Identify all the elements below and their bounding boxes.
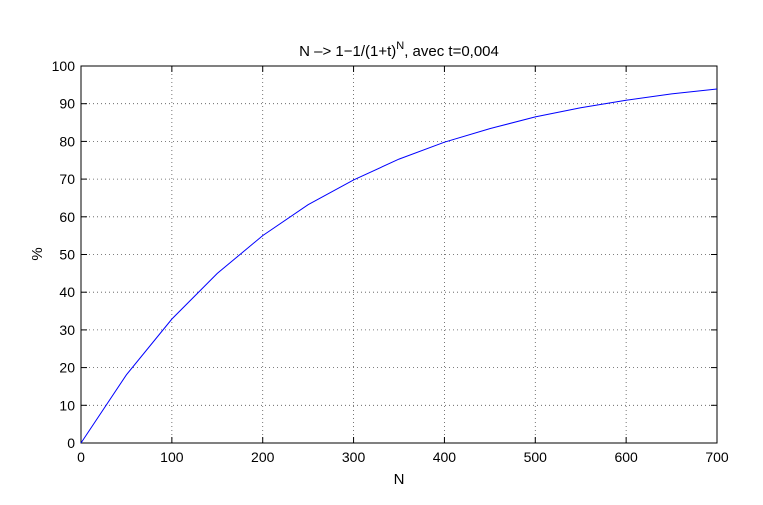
x-tick-label: 200 — [251, 449, 275, 465]
x-tick-label: 700 — [705, 449, 729, 465]
x-tick-label: 500 — [524, 449, 548, 465]
x-tick-label: 0 — [77, 449, 85, 465]
x-tick-labels: 0 100 200 300 400 500 600 700 — [77, 449, 729, 465]
chart-title: N –> 1−1/(1+t)N, avec t=0,004 — [299, 40, 499, 60]
x-tick-label: 400 — [433, 449, 457, 465]
series-layer — [80, 88, 718, 444]
grid — [81, 66, 717, 443]
x-axis-label: N — [394, 471, 405, 488]
y-tick-label: 60 — [59, 209, 75, 225]
y-tick-label: 100 — [52, 58, 76, 74]
y-tick-label: 80 — [59, 133, 75, 149]
y-tick-label: 90 — [59, 96, 75, 112]
y-tick-label: 0 — [67, 435, 75, 451]
y-tick-label: 40 — [59, 284, 75, 300]
y-axis-label: % — [29, 247, 46, 260]
tick-marks — [80, 65, 718, 444]
chart-title-main: N –> 1−1/(1+t) — [299, 43, 396, 60]
y-tick-labels: 0 10 20 30 40 50 60 70 80 90 100 — [52, 58, 76, 451]
y-tick-label: 50 — [59, 247, 75, 263]
x-tick-label: 100 — [160, 449, 184, 465]
series-line — [80, 88, 718, 444]
chart-title-suffix: , avec t=0,004 — [404, 43, 499, 60]
x-tick-label: 300 — [342, 449, 366, 465]
y-tick-label: 30 — [59, 322, 75, 338]
x-tick-label: 600 — [614, 449, 638, 465]
chart-title-superscript: N — [396, 40, 404, 52]
y-tick-label: 70 — [59, 171, 75, 187]
y-tick-label: 10 — [59, 397, 75, 413]
y-tick-label: 20 — [59, 360, 75, 376]
